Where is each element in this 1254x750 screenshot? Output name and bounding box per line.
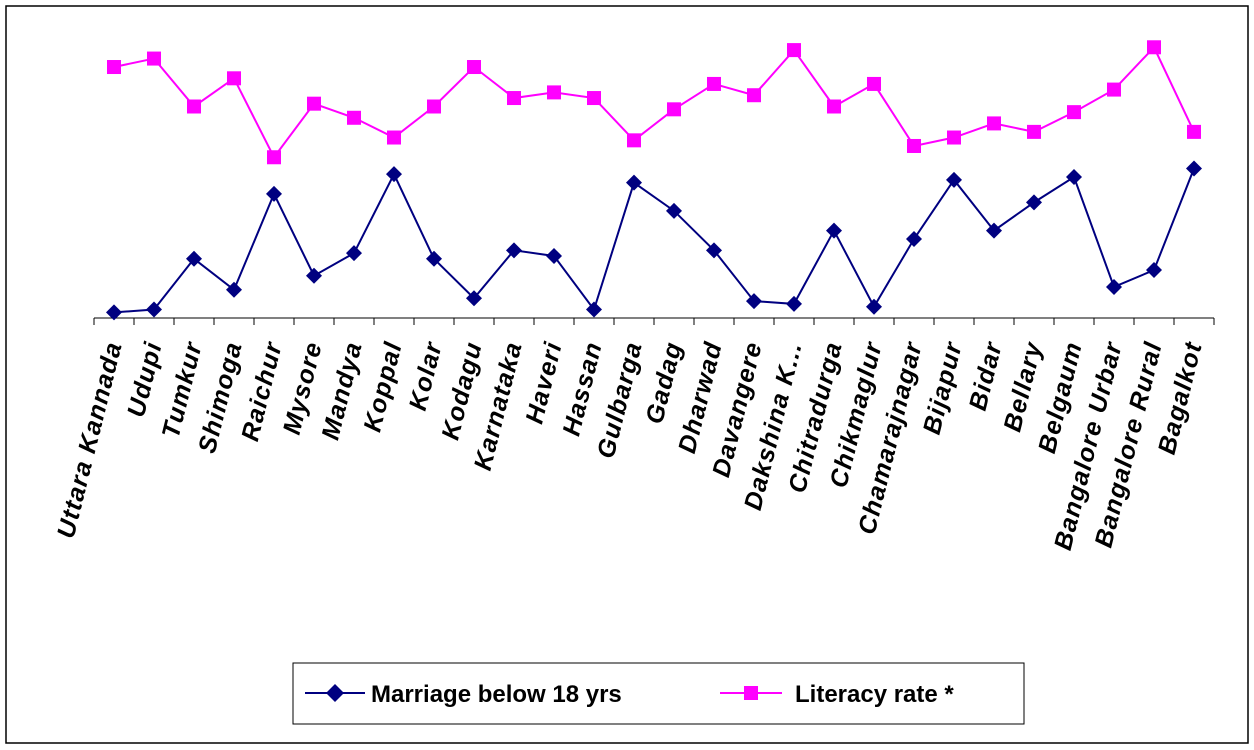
data-point — [106, 304, 122, 321]
data-point — [226, 281, 242, 298]
data-point — [586, 301, 602, 318]
data-point — [467, 60, 481, 75]
data-point — [986, 222, 1002, 239]
data-point — [107, 60, 121, 75]
data-point — [867, 76, 881, 91]
data-point — [907, 138, 921, 153]
data-point — [347, 110, 361, 125]
data-point — [186, 250, 202, 267]
data-point — [1067, 105, 1081, 120]
data-point — [786, 295, 802, 312]
data-point — [707, 76, 721, 91]
series-0 — [106, 160, 1202, 321]
data-point — [667, 102, 681, 117]
data-point — [466, 290, 482, 307]
data-point — [947, 130, 961, 145]
legend-box — [292, 662, 1025, 725]
data-point — [386, 166, 402, 183]
legend-marker-marriage — [326, 684, 344, 702]
data-point — [1026, 194, 1042, 211]
data-point — [1107, 82, 1121, 97]
data-point — [426, 250, 442, 267]
data-point — [387, 130, 401, 145]
data-point — [1147, 40, 1161, 55]
data-point — [546, 247, 562, 264]
data-point — [1027, 124, 1041, 139]
series-1 — [107, 40, 1201, 165]
data-point — [987, 116, 1001, 131]
data-point — [307, 96, 321, 111]
data-point — [1187, 124, 1201, 139]
data-point — [1186, 160, 1202, 177]
legend-label-literacy: Literacy rate * — [795, 681, 954, 708]
data-point — [706, 242, 722, 259]
data-point — [346, 245, 362, 262]
data-point — [866, 298, 882, 315]
data-point — [227, 71, 241, 86]
data-point — [427, 99, 441, 114]
legend-marker-literacy — [744, 686, 758, 700]
data-point — [187, 99, 201, 114]
data-point — [746, 293, 762, 310]
data-point — [666, 202, 682, 219]
data-point — [506, 242, 522, 259]
legend-label-marriage: Marriage below 18 yrs — [371, 681, 622, 708]
data-point — [146, 301, 162, 318]
data-point — [266, 185, 282, 202]
data-point — [1106, 278, 1122, 295]
data-point — [587, 91, 601, 106]
series-line — [113, 168, 1195, 314]
data-point — [827, 99, 841, 114]
data-point — [946, 171, 962, 188]
data-point — [507, 91, 521, 106]
legend: Marriage below 18 yrs Literacy rate * — [292, 662, 1025, 725]
data-point — [626, 174, 642, 191]
data-point — [826, 222, 842, 239]
data-point — [627, 133, 641, 148]
data-point — [147, 51, 161, 66]
series-layer — [106, 40, 1202, 321]
data-point — [1066, 169, 1082, 185]
legend-entry-literacy: Literacy rate * — [720, 681, 954, 708]
data-point — [306, 267, 322, 284]
legend-entry-marriage: Marriage below 18 yrs — [305, 681, 622, 708]
data-point — [787, 43, 801, 58]
data-point — [906, 231, 922, 248]
data-point — [747, 88, 761, 103]
data-point — [547, 85, 561, 100]
data-point — [1146, 262, 1162, 279]
data-point — [267, 150, 281, 165]
series-line — [113, 45, 1195, 160]
